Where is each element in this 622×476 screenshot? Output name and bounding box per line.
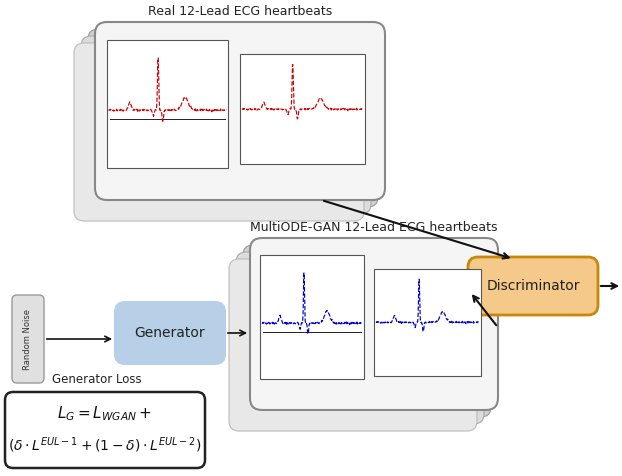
Bar bbox=[374, 269, 481, 376]
FancyBboxPatch shape bbox=[5, 392, 205, 468]
Text: $(\delta \cdot L^{EUL-1} + (1-\delta) \cdot L^{EUL-2})$: $(\delta \cdot L^{EUL-1} + (1-\delta) \c… bbox=[8, 436, 202, 455]
Text: Random Noise: Random Noise bbox=[24, 308, 32, 369]
Bar bbox=[106, 40, 228, 168]
FancyBboxPatch shape bbox=[468, 257, 598, 315]
FancyBboxPatch shape bbox=[229, 259, 477, 431]
FancyBboxPatch shape bbox=[88, 29, 378, 207]
FancyBboxPatch shape bbox=[115, 302, 225, 364]
FancyBboxPatch shape bbox=[81, 36, 371, 214]
FancyBboxPatch shape bbox=[236, 252, 484, 424]
Bar bbox=[240, 54, 364, 164]
Text: Real 12-Lead ECG heartbeats: Real 12-Lead ECG heartbeats bbox=[148, 5, 332, 18]
FancyBboxPatch shape bbox=[243, 245, 491, 417]
FancyBboxPatch shape bbox=[95, 22, 385, 200]
Text: MultiODE-GAN 12-Lead ECG heartbeats: MultiODE-GAN 12-Lead ECG heartbeats bbox=[250, 221, 498, 234]
FancyBboxPatch shape bbox=[250, 238, 498, 410]
Text: Generator: Generator bbox=[135, 326, 205, 340]
FancyBboxPatch shape bbox=[12, 295, 44, 383]
Bar bbox=[260, 255, 364, 379]
Text: Generator Loss: Generator Loss bbox=[52, 373, 142, 386]
Text: $L_G = L_{WGAN}+$: $L_G = L_{WGAN}+$ bbox=[57, 404, 152, 423]
Text: Discriminator: Discriminator bbox=[486, 279, 580, 293]
FancyBboxPatch shape bbox=[74, 43, 364, 221]
